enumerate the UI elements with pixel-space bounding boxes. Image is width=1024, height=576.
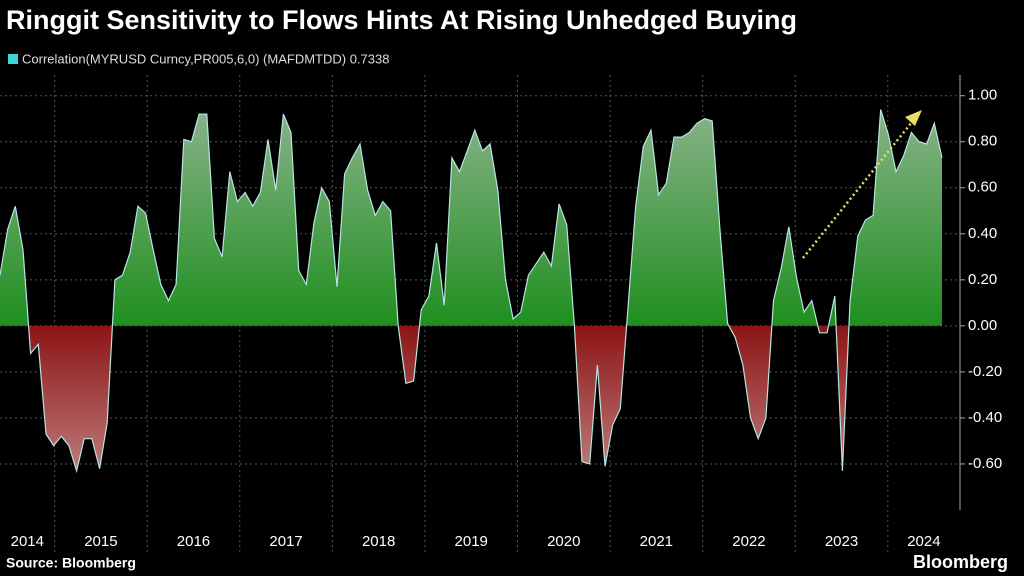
x-tick-label: 2021 [640,533,673,550]
y-tick-label: 1.00 [968,87,997,104]
series-line [0,109,943,474]
y-tick-label: 0.20 [968,271,997,288]
y-tick-label: 0.80 [968,133,997,150]
y-tick-label: 0.60 [968,179,997,196]
x-tick-label: 2023 [825,533,858,550]
legend-label: Correlation(MYRUSD Curncy,PR005,6,0) (MA… [22,51,389,66]
x-tick-label: 2017 [269,533,302,550]
y-tick-label: 0.00 [968,317,997,334]
area-positive [0,109,942,326]
x-tick-label: 2015 [84,533,117,550]
y-tick-label: -0.60 [968,455,1002,472]
area-negative [28,325,849,471]
x-tick-label: 2014 [11,533,44,550]
y-tick-label: -0.40 [968,409,1002,426]
x-tick-label: 2019 [455,533,488,550]
legend-swatch [8,54,18,64]
y-tick-label: 0.40 [968,225,997,242]
chart-title: Ringgit Sensitivity to Flows Hints At Ri… [6,5,797,35]
x-tick-label: 2018 [362,533,395,550]
x-tick-label: 2024 [907,533,940,550]
y-tick-label: -0.20 [968,363,1002,380]
x-tick-label: 2022 [732,533,765,550]
trend-arrowhead [905,110,922,126]
x-tick-label: 2016 [177,533,210,550]
brand: Bloomberg [913,552,1008,572]
x-tick-label: 2020 [547,533,580,550]
source: Source: Bloomberg [6,555,136,571]
trend-arrow [802,116,917,259]
